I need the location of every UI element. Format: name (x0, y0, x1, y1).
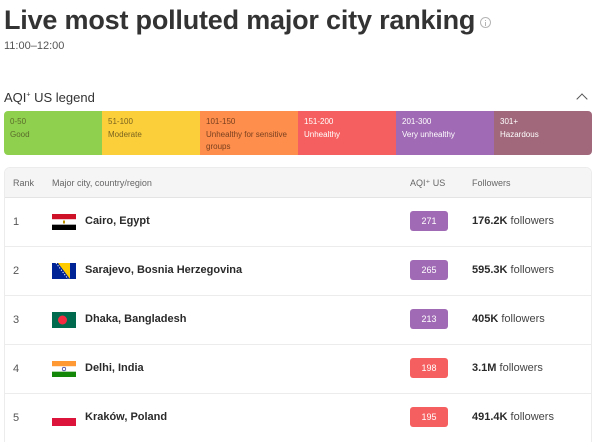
city-link[interactable]: Kraków, Poland (85, 411, 168, 423)
legend-range: 51-100 (108, 117, 133, 126)
legend-label: Hazardous (500, 129, 539, 139)
page-title: Live most polluted major city ranking (4, 5, 476, 35)
chevron-up-icon[interactable] (576, 93, 588, 105)
title-row: Live most polluted major city ranking (4, 3, 492, 37)
table-row[interactable]: 1 Cairo, Egypt 271 176.2K followers (5, 198, 591, 247)
city-link[interactable]: Dhaka, Bangladesh (85, 313, 187, 325)
aqi-badge: 265 (410, 260, 448, 280)
followers-cell: 595.3K followers (472, 264, 554, 276)
legend-label: Very unhealthy (402, 129, 455, 139)
followers-cell: 491.4K followers (472, 411, 554, 423)
legend-segment-good: 0-50 Good (4, 111, 102, 155)
bangladesh-flag-icon (52, 312, 76, 328)
rank-cell: 3 (13, 314, 20, 326)
aqi-legend-bar: 0-50 Good 51-100 Moderate 101-150 Unheal… (4, 111, 592, 155)
ranking-table: Rank Major city, country/region AQI⁺ US … (4, 167, 592, 442)
legend-title: AQI+ US legend (4, 89, 95, 105)
legend-range: 151-200 (304, 117, 334, 126)
legend-range: 0-50 (10, 117, 27, 126)
legend-label: Unhealthy (304, 129, 341, 139)
legend-range: 301+ (500, 117, 519, 126)
legend-segment-unhealthy-sensitive: 101-150 Unhealthy for sensitive groups (200, 111, 298, 155)
time-range: 11:00–12:00 (4, 40, 65, 52)
column-header-aqi: AQI⁺ US (410, 178, 446, 188)
column-header-followers: Followers (472, 178, 511, 188)
aqi-badge: 198 (410, 358, 448, 378)
legend-header[interactable]: AQI+ US legend (4, 88, 592, 106)
legend-range: 101-150 (206, 117, 236, 126)
column-header-rank: Rank (13, 178, 35, 188)
rank-cell: 5 (13, 412, 20, 424)
table-row[interactable]: 2 Sarajevo, Bosnia Herzegovina 265 595.3… (5, 247, 591, 296)
followers-cell: 405K followers (472, 313, 545, 325)
column-header-city: Major city, country/region (52, 178, 152, 188)
legend-label: Unhealthy for sensitive groups (206, 129, 287, 152)
legend-label: Moderate (108, 129, 142, 139)
legend-segment-hazardous: 301+ Hazardous (494, 111, 592, 155)
city-link[interactable]: Delhi, India (85, 362, 144, 374)
aqi-badge: 213 (410, 309, 448, 329)
egypt-flag-icon (52, 214, 76, 230)
rank-cell: 1 (13, 216, 20, 228)
table-header: Rank Major city, country/region AQI⁺ US … (5, 168, 591, 198)
rank-cell: 4 (13, 363, 20, 375)
aqi-badge: 195 (410, 407, 448, 427)
followers-cell: 3.1M followers (472, 362, 543, 374)
legend-segment-very-unhealthy: 201-300 Very unhealthy (396, 111, 494, 155)
legend-segment-unhealthy: 151-200 Unhealthy (298, 111, 396, 155)
table-row[interactable]: 4 Delhi, India 198 3.1M followers (5, 345, 591, 394)
poland-flag-icon (52, 410, 76, 426)
legend-segment-moderate: 51-100 Moderate (102, 111, 200, 155)
legend-range: 201-300 (402, 117, 432, 126)
rank-cell: 2 (13, 265, 20, 277)
followers-cell: 176.2K followers (472, 215, 554, 227)
table-row[interactable]: 3 Dhaka, Bangladesh 213 405K followers (5, 296, 591, 345)
india-flag-icon (52, 361, 76, 377)
info-icon[interactable] (480, 17, 492, 28)
bosnia-flag-icon (52, 263, 76, 279)
legend-label: Good (10, 129, 30, 139)
city-link[interactable]: Sarajevo, Bosnia Herzegovina (85, 264, 243, 276)
table-row[interactable]: 5 Kraków, Poland 195 491.4K followers (5, 394, 591, 442)
city-link[interactable]: Cairo, Egypt (85, 215, 150, 227)
aqi-badge: 271 (410, 211, 448, 231)
